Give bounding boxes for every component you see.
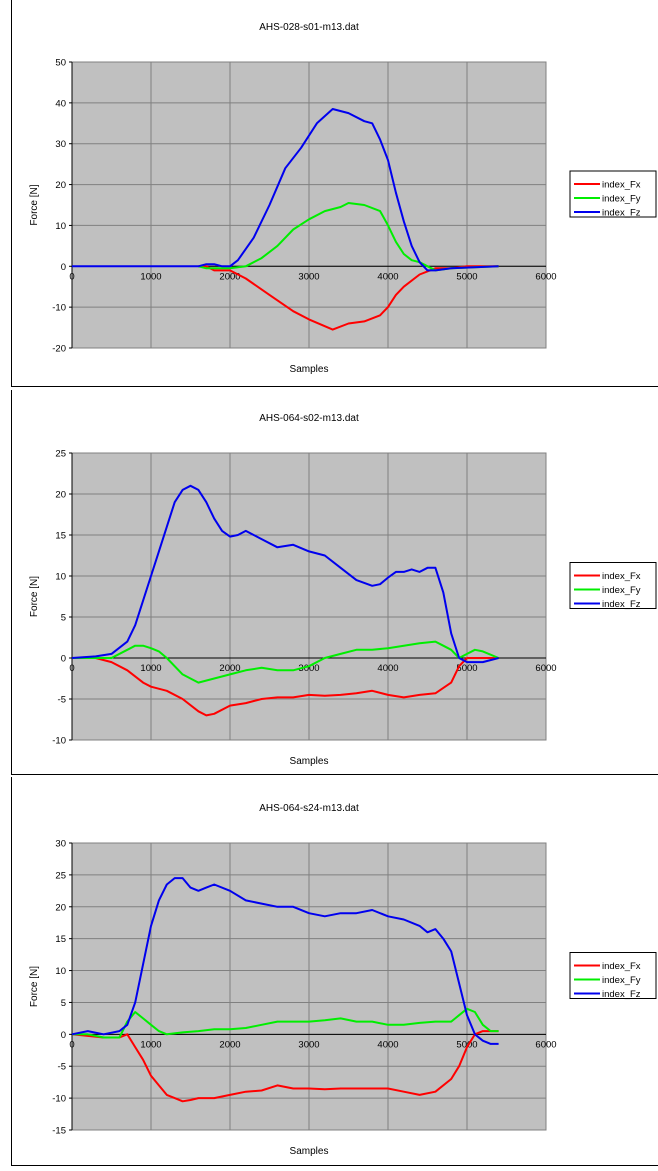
chart-svg-1: -20 -10 0 10 20 30 40 50 0 1000 2000 3000 4000 5000 60…: [11, 0, 658, 387]
series-line-index-fx: [72, 657, 499, 717]
legend-label: index_Fy: [602, 585, 641, 596]
y-tick-label: 10: [55, 221, 66, 232]
y-tick-label: -10: [52, 1094, 66, 1105]
x-tick-label: 4000: [377, 1039, 398, 1050]
y-tick-label: 40: [55, 98, 66, 109]
y-tick-label: -10: [52, 303, 66, 314]
legend: index_Fx index_Fy index_Fz: [569, 952, 657, 1000]
x-tick-label: 5000: [456, 663, 477, 674]
legend-label: index_Fy: [602, 194, 641, 205]
chart-panel-2: -10 -5 0 5 10 15 20 25 0 1000 2000 3000 4000 5000 6000…: [0, 390, 658, 775]
y-tick-label: -20: [52, 344, 66, 355]
x-tick-label: 0: [69, 271, 74, 282]
x-tick-label: 3000: [298, 1039, 319, 1050]
series-line-index-fy: [72, 640, 499, 684]
y-tick-label: -15: [52, 1126, 66, 1137]
series-line-index-fx: [71, 1030, 499, 1103]
legend-label: index_Fx: [602, 961, 641, 972]
y-tick-label: 30: [55, 139, 66, 150]
y-tick-label: 50: [55, 58, 66, 69]
chart-svg-3: -15 -10 -5 0 5 10 15 20 25 30 0 1000 2000 3000 4000 500…: [11, 777, 658, 1166]
y-tick-label: 15: [55, 531, 66, 542]
y-tick-label: 25: [55, 870, 66, 881]
x-tick-label: 6000: [535, 271, 556, 282]
x-tick-label: 2000: [219, 271, 240, 282]
legend-box: [569, 170, 657, 218]
x-tick-label: 2000: [219, 1039, 240, 1050]
y-tick-label: -5: [58, 695, 66, 706]
series-line-index-fy: [72, 1007, 499, 1039]
x-tick-label: 4000: [377, 271, 398, 282]
chart-panel-3: -15 -10 -5 0 5 10 15 20 25 30 0 1000 2000 3000 4000 500…: [0, 777, 658, 1166]
x-tick-label: 5000: [456, 1039, 477, 1050]
y-tick-label: -5: [58, 1062, 66, 1073]
y-tick-label: 25: [55, 449, 66, 460]
y-tick-label: 30: [55, 839, 66, 850]
x-tick-label: 3000: [298, 271, 319, 282]
y-tick-label: 5: [61, 998, 66, 1009]
chart-panel-1: -20 -10 0 10 20 30 40 50 0 1000 2000 3000 4000 5000 60…: [0, 0, 658, 387]
x-tick-label: 0: [69, 663, 74, 674]
legend-label: index_Fz: [602, 599, 641, 610]
legend-label: index_Fx: [602, 571, 641, 582]
legend-label: index_Fz: [602, 208, 641, 219]
y-tick-label: 0: [61, 262, 66, 273]
chart-title: AHS-064-s24-m13.dat: [259, 803, 359, 814]
x-tick-label: 1000: [140, 1039, 161, 1050]
series-line-index-fy: [198, 202, 499, 272]
y-tick-label: 20: [55, 490, 66, 501]
series-line-index-fz: [71, 877, 499, 1045]
legend-label: index_Fz: [602, 989, 641, 1000]
y-tick-label: 5: [61, 613, 66, 624]
x-tick-label: 1000: [140, 663, 161, 674]
legend-label: index_Fy: [602, 975, 641, 986]
x-tick-label: 1000: [140, 271, 161, 282]
y-tick-label: 10: [55, 572, 66, 583]
chart-title: AHS-028-s01-m13.dat: [259, 22, 359, 33]
x-axis-label: Samples: [290, 1146, 329, 1157]
x-tick-label: 5000: [456, 271, 477, 282]
x-tick-label: 2000: [219, 663, 240, 674]
y-tick-label: -10: [52, 736, 66, 747]
x-axis-label: Samples: [290, 756, 329, 767]
y-tick-label: 20: [55, 902, 66, 913]
y-tick-label: 15: [55, 934, 66, 945]
legend-label: index_Fx: [602, 180, 641, 191]
x-tick-label: 4000: [377, 663, 398, 674]
chart-title: AHS-064-s02-m13.dat: [259, 413, 359, 424]
y-axis-label: Force [N]: [29, 576, 40, 617]
legend-box: [569, 562, 657, 609]
x-tick-label: 6000: [535, 663, 556, 674]
legend: index_Fx index_Fy index_Fz: [569, 562, 657, 610]
x-tick-label: 0: [69, 1039, 74, 1050]
legend-box: [569, 952, 657, 999]
y-axis-label: Force [N]: [29, 966, 40, 1007]
series-line-index-fz: [72, 108, 499, 272]
legend: index_Fx index_Fy index_Fz: [569, 170, 657, 219]
y-tick-label: 20: [55, 180, 66, 191]
y-tick-label: 0: [61, 1030, 66, 1041]
y-axis-label: Force [N]: [29, 184, 40, 225]
series-line-index-fz: [71, 484, 499, 664]
y-tick-label: 10: [55, 966, 66, 977]
y-tick-label: 0: [61, 654, 66, 665]
x-tick-label: 3000: [298, 663, 319, 674]
chart-svg-2: -10 -5 0 5 10 15 20 25 0 1000 2000 3000 4000 5000 6000…: [11, 390, 658, 775]
x-tick-label: 6000: [535, 1039, 556, 1050]
x-axis-label: Samples: [290, 364, 329, 375]
